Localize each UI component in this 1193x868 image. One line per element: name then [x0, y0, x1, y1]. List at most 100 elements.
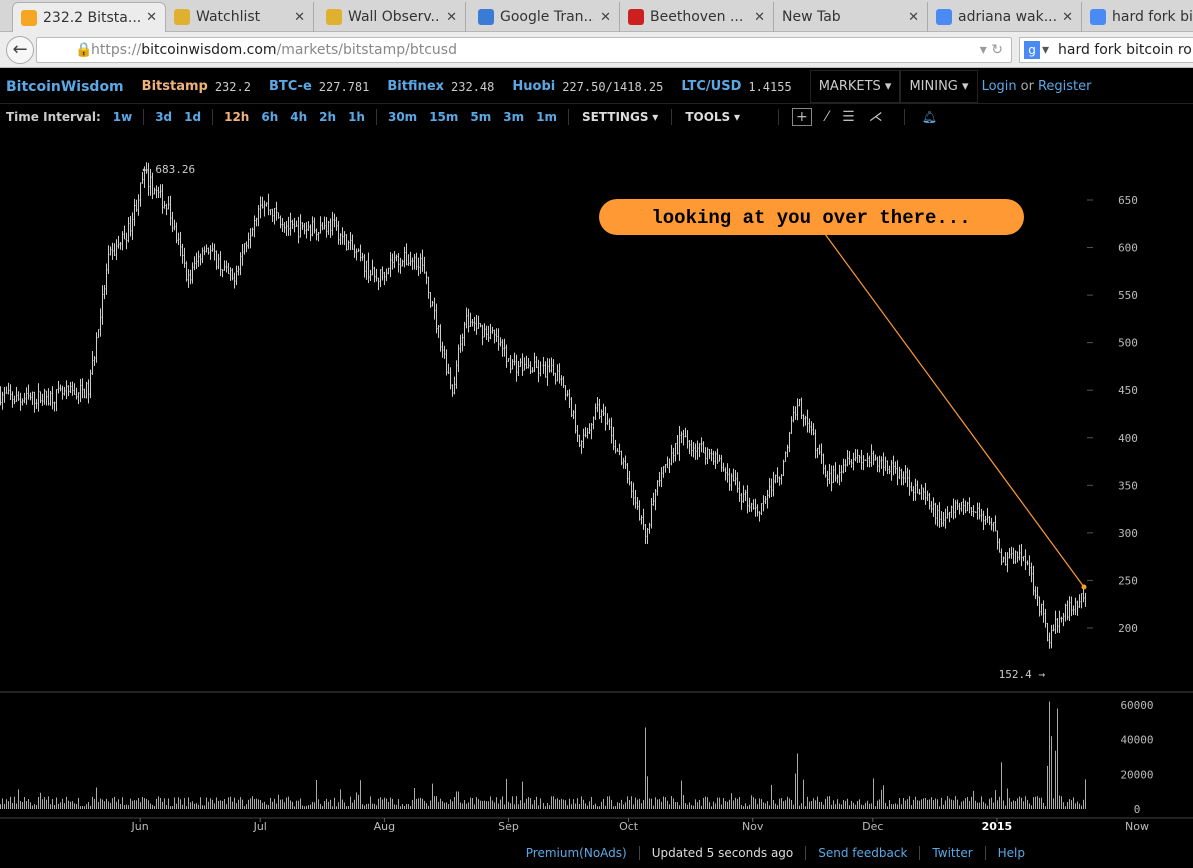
browser-tab[interactable]: Watchlist ✕: [166, 2, 314, 32]
annotation-text: looking at you over there...: [651, 207, 970, 229]
fan-icon[interactable]: ⋌: [868, 109, 883, 125]
caret-down-icon: ▾: [880, 79, 892, 94]
login-link[interactable]: Login: [981, 79, 1017, 94]
back-button[interactable]: ←: [6, 36, 34, 64]
browser-tab[interactable]: Wall Observ... ✕: [318, 2, 466, 32]
price-chart[interactable]: 200 250 300 350 400 450 500 550 600 650 0 20000 4000…: [0, 130, 1193, 838]
interval-5m[interactable]: 5m: [470, 110, 492, 124]
bitcoin-icon: [326, 9, 342, 25]
browser-tab[interactable]: Beethoven ... ✕: [620, 2, 774, 32]
ticker-value: 1.4155: [748, 79, 792, 94]
y-tick-label: 450: [1118, 384, 1138, 397]
close-tab-icon[interactable]: ✕: [1062, 9, 1073, 25]
interval-2h[interactable]: 2h: [319, 110, 337, 124]
ticker-value: 232.48: [451, 79, 495, 94]
annotation-anchor[interactable]: [1081, 584, 1087, 590]
mining-menu[interactable]: MINING ▾: [900, 70, 978, 103]
ticker-name[interactable]: BTC-e: [268, 79, 312, 94]
volume-tick-label: 0: [1134, 803, 1141, 816]
translate-icon: [478, 9, 494, 25]
annotation-bubble[interactable]: [599, 199, 1024, 235]
annotation-line[interactable]: [824, 233, 1085, 588]
markets-menu[interactable]: MARKETS ▾: [809, 70, 901, 103]
x-tick-label: Jun: [131, 820, 149, 833]
y-tick-label: 550: [1118, 289, 1138, 302]
close-tab-icon[interactable]: ✕: [294, 9, 305, 25]
divider: [903, 109, 905, 125]
horizontal-lines-icon[interactable]: ☰: [842, 109, 855, 125]
volume-tick-label: 60000: [1120, 699, 1153, 712]
url-bar[interactable]: 🔒 https://bitcoinwisdom.com/markets/bitst…: [36, 37, 1012, 63]
ticker-name[interactable]: Bitfinex: [387, 79, 445, 94]
interval-15m[interactable]: 15m: [429, 110, 459, 124]
interval-1h[interactable]: 1h: [348, 110, 365, 124]
x-tick-label: Sep: [498, 820, 519, 833]
divider: [671, 109, 673, 125]
close-tab-icon[interactable]: ✕: [754, 9, 765, 25]
ticker-value: 227.50/1418.25: [562, 79, 664, 94]
close-tab-icon[interactable]: ✕: [146, 10, 157, 25]
x-tick-label: Nov: [742, 820, 764, 833]
settings-menu[interactable]: SETTINGS ▾: [581, 110, 659, 124]
divider: [143, 109, 145, 125]
volume-tick-label: 40000: [1120, 734, 1153, 747]
y-tick-label: 500: [1118, 337, 1138, 350]
brand-logo[interactable]: BitcoinWisdom: [6, 78, 124, 95]
interval-4h[interactable]: 4h: [290, 110, 308, 124]
browser-tab[interactable]: Google Tran... ✕: [470, 2, 620, 32]
tools-menu[interactable]: TOOLS ▾: [685, 110, 741, 124]
premium-link[interactable]: Premium(NoAds): [525, 846, 627, 860]
interval-6h[interactable]: 6h: [261, 110, 279, 124]
reload-icon[interactable]: ▾ ↻: [979, 42, 1003, 58]
bell-icon[interactable]: 🔔︎: [921, 110, 937, 124]
y-tick-label: 650: [1118, 194, 1138, 207]
close-tab-icon[interactable]: ✕: [908, 9, 919, 25]
y-tick-label: 350: [1118, 479, 1138, 492]
interval-3d[interactable]: 3d: [155, 110, 173, 124]
crosshair-icon[interactable]: +: [792, 108, 812, 126]
caret-down-icon: ▾: [730, 110, 741, 124]
interval-12h[interactable]: 12h: [224, 110, 250, 124]
volume-tick-label: 20000: [1120, 768, 1153, 781]
bitcoin-icon: [174, 9, 190, 25]
register-link[interactable]: Register: [1037, 79, 1092, 94]
chart-toolbar: Time Interval: 1w 3d 1d 12h 6h 4h 2h 1h 30m 15m 5m 3…: [0, 104, 1193, 130]
browser-nav-bar: ← 🔒 https://bitcoinwisdom.com/markets/bit…: [0, 32, 1193, 68]
x-tick-label: 2015: [982, 820, 1013, 833]
feedback-link[interactable]: Send feedback: [818, 846, 908, 860]
twitter-link[interactable]: Twitter: [932, 846, 973, 860]
lock-icon: 🔒: [75, 42, 93, 58]
help-link[interactable]: Help: [997, 846, 1025, 860]
interval-3m[interactable]: 3m: [503, 110, 525, 124]
browser-tab[interactable]: hard fork bit...: [1082, 2, 1193, 32]
search-input[interactable]: g▾hard fork bitcoin rolle: [1019, 37, 1193, 63]
browser-tab[interactable]: New Tab ✕: [774, 2, 928, 32]
interval-1d[interactable]: 1d: [184, 110, 202, 124]
interval-1w[interactable]: 1w: [112, 110, 133, 124]
youtube-icon: [628, 9, 644, 25]
close-tab-icon[interactable]: ✕: [446, 9, 457, 25]
x-tick-label: Aug: [374, 820, 395, 833]
ticker-name[interactable]: Bitstamp: [141, 79, 208, 94]
high-label: ← 683.26: [142, 163, 195, 176]
interval-1m[interactable]: 1m: [536, 110, 557, 124]
ticker-name[interactable]: LTC/USD: [681, 79, 742, 94]
ticker-name[interactable]: Huobi: [512, 79, 556, 94]
divider: [567, 109, 569, 125]
google-icon: [1090, 9, 1106, 25]
footer: Premium(NoAds) Updated 5 seconds ago Sen…: [0, 838, 1193, 868]
y-tick-label: 400: [1118, 432, 1138, 445]
browser-tab[interactable]: adriana wak... ✕: [928, 2, 1082, 32]
caret-down-icon: ▾: [957, 79, 969, 94]
now-label: Now: [1125, 820, 1149, 833]
x-tick-label: Oct: [619, 820, 639, 833]
y-tick-label: 200: [1118, 622, 1138, 635]
close-tab-icon[interactable]: ✕: [600, 9, 611, 25]
browser-tab-strip: 232.2 Bitsta... ✕ Watchlist ✕ Wall Observ...…: [0, 0, 1193, 32]
x-tick-label: Jul: [253, 820, 267, 833]
browser-tab[interactable]: 232.2 Bitsta... ✕: [12, 2, 166, 32]
x-tick-label: Dec: [862, 820, 883, 833]
interval-30m[interactable]: 30m: [387, 110, 418, 124]
trendline-icon[interactable]: ⁄: [825, 109, 829, 125]
ticker-value: 227.781: [318, 79, 370, 94]
